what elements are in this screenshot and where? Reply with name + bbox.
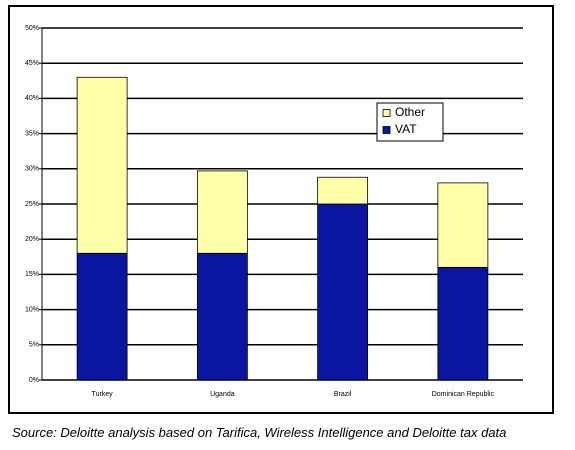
legend: Other VAT [376,102,444,142]
y-tick-label: 25% [25,201,39,208]
y-tick-label: 50% [25,25,39,32]
y-tick-label: 15% [25,271,39,278]
legend-swatch [382,126,391,134]
bar-segment [76,252,128,381]
legend-swatch [382,109,391,117]
chart-frame [8,5,554,414]
x-tick-label: Dominican Republic [432,391,495,398]
x-tick-label: Brazil [334,391,352,398]
legend-label: Other [395,105,425,119]
y-tick-label: 35% [25,130,39,137]
y-tick-label: 5% [29,342,39,349]
source-note: Source: Deloitte analysis based on Tarif… [12,425,507,440]
chart: 0% 5% 10% 15% 20% 25% 30% 35% 40% 45% 50% Turkey Uga… [25,25,523,398]
bar-segment [437,266,489,381]
bar-segment [437,182,489,268]
y-tick-label: 45% [25,60,39,67]
x-tick-label: Uganda [210,391,235,398]
y-tick-label: 20% [25,236,39,243]
y-tick-label: 0% [29,377,39,384]
y-tick-label: 30% [25,166,39,173]
bar-segment [76,76,128,254]
bar-segment [196,170,248,254]
bar-segment [196,252,248,381]
bar-segment [317,203,369,381]
legend-label: VAT [395,122,417,136]
y-tick-label: 40% [25,95,39,102]
bar-segment [317,176,369,205]
x-tick-label: Turkey [92,391,114,398]
y-tick-label: 10% [25,306,39,313]
